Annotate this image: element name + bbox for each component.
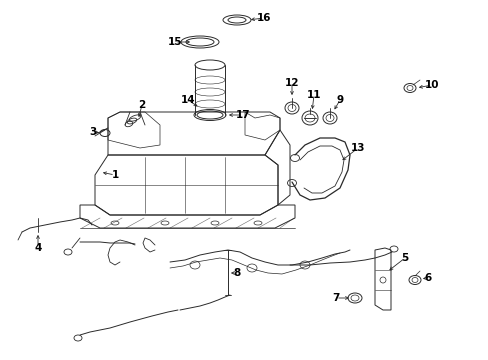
Text: 13: 13 bbox=[350, 143, 365, 153]
Text: 12: 12 bbox=[284, 78, 299, 88]
Text: 1: 1 bbox=[111, 170, 119, 180]
Text: 16: 16 bbox=[256, 13, 271, 23]
Text: 17: 17 bbox=[235, 110, 250, 120]
Text: 7: 7 bbox=[332, 293, 339, 303]
Text: 4: 4 bbox=[34, 243, 41, 253]
Text: 15: 15 bbox=[167, 37, 182, 47]
Text: 9: 9 bbox=[336, 95, 343, 105]
Text: 6: 6 bbox=[424, 273, 431, 283]
Text: 10: 10 bbox=[424, 80, 438, 90]
Text: 2: 2 bbox=[138, 100, 145, 110]
Text: 5: 5 bbox=[401, 253, 408, 263]
Text: 8: 8 bbox=[233, 268, 240, 278]
Text: 11: 11 bbox=[306, 90, 321, 100]
Text: 14: 14 bbox=[181, 95, 195, 105]
Text: 3: 3 bbox=[89, 127, 97, 137]
